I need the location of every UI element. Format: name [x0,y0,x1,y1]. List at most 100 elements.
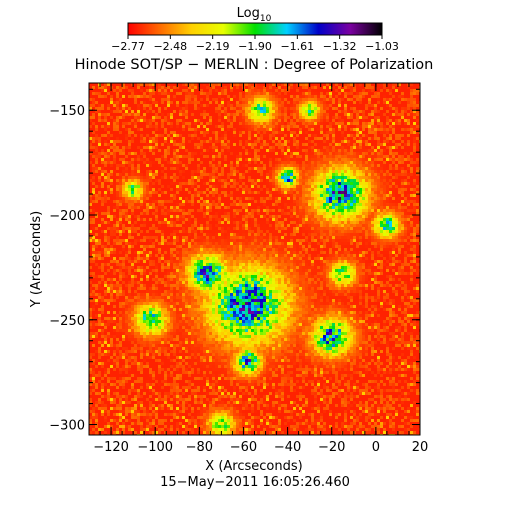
heatmap-cell [113,140,116,143]
heatmap-cell [302,170,305,173]
heatmap-cell [191,209,194,212]
heatmap-cell [173,125,176,128]
heatmap-cell [155,200,158,203]
heatmap-cell [329,164,332,167]
heatmap-cell [197,191,200,194]
heatmap-cell [152,122,155,125]
heatmap-cell [101,206,104,209]
heatmap-cell [191,149,194,152]
heatmap-cell [380,212,383,215]
heatmap-cell [146,137,149,140]
heatmap-cell [221,197,224,200]
heatmap-cell [218,143,221,146]
heatmap-cell [386,110,389,113]
heatmap-cell [98,113,101,116]
heatmap-cell [182,104,185,107]
heatmap-cell [170,194,173,197]
heatmap-cell [116,209,119,212]
heatmap-cell [158,179,161,182]
heatmap-cell [335,188,338,191]
heatmap-cell [407,203,410,206]
heatmap-cell [185,119,188,122]
heatmap-cell [269,116,272,119]
heatmap-cell [113,107,116,110]
heatmap-cell [131,125,134,128]
heatmap-cell [251,113,254,116]
heatmap-cell [344,164,347,167]
heatmap-cell [143,146,146,149]
heatmap-cell [200,128,203,131]
heatmap-cell [281,92,284,95]
heatmap-cell [158,173,161,176]
heatmap-cell [164,164,167,167]
heatmap-cell [176,143,179,146]
heatmap-cell [131,176,134,179]
heatmap-cell [260,101,263,104]
heatmap-cell [116,92,119,95]
heatmap-cell [383,158,386,161]
heatmap-cell [206,170,209,173]
heatmap-cell [260,92,263,95]
heatmap-cell [239,125,242,128]
heatmap-cell [353,101,356,104]
heatmap-cell [110,173,113,176]
heatmap-cell [278,176,281,179]
heatmap-cell [317,161,320,164]
heatmap-cell [293,113,296,116]
heatmap-cell [416,110,419,113]
heatmap-cell [137,110,140,113]
heatmap-cell [308,92,311,95]
heatmap-cell [260,134,263,137]
heatmap-cell [266,158,269,161]
heatmap-cell [284,179,287,182]
heatmap-cell [377,203,380,206]
heatmap-cell [116,197,119,200]
heatmap-cell [200,167,203,170]
heatmap-cell [107,185,110,188]
heatmap-cell [173,101,176,104]
heatmap-cell [188,131,191,134]
heatmap-cell [146,191,149,194]
heatmap-cell [101,215,104,218]
heatmap-cell [281,110,284,113]
heatmap-cell [380,164,383,167]
heatmap-cell [101,212,104,215]
heatmap-cell [173,110,176,113]
heatmap-cell [335,128,338,131]
heatmap-cell [380,170,383,173]
heatmap-cell [272,110,275,113]
heatmap-cell [134,200,137,203]
heatmap-cell [278,161,281,164]
heatmap-cell [368,203,371,206]
heatmap-cell [95,149,98,152]
heatmap-cell [170,149,173,152]
heatmap-cell [134,185,137,188]
heatmap-cell [314,155,317,158]
heatmap-cell [155,86,158,89]
heatmap-cell [284,200,287,203]
heatmap-cell [314,200,317,203]
heatmap-cell [224,146,227,149]
heatmap-cell [401,173,404,176]
heatmap-cell [203,206,206,209]
heatmap-cell [362,164,365,167]
heatmap-cell [128,143,131,146]
heatmap-cell [182,182,185,185]
heatmap-cell [251,83,254,86]
heatmap-cell [245,116,248,119]
heatmap-cell [332,215,335,218]
heatmap-cell [161,185,164,188]
heatmap-cell [278,95,281,98]
heatmap-cell [170,113,173,116]
heatmap-cell [209,176,212,179]
heatmap-cell [413,95,416,98]
heatmap-cell [239,134,242,137]
heatmap-cell [377,89,380,92]
heatmap-cell [329,143,332,146]
heatmap-cell [227,212,230,215]
heatmap-cell [185,206,188,209]
heatmap-cell [200,143,203,146]
heatmap-cell [200,104,203,107]
heatmap-cell [236,83,239,86]
heatmap-cell [236,212,239,215]
